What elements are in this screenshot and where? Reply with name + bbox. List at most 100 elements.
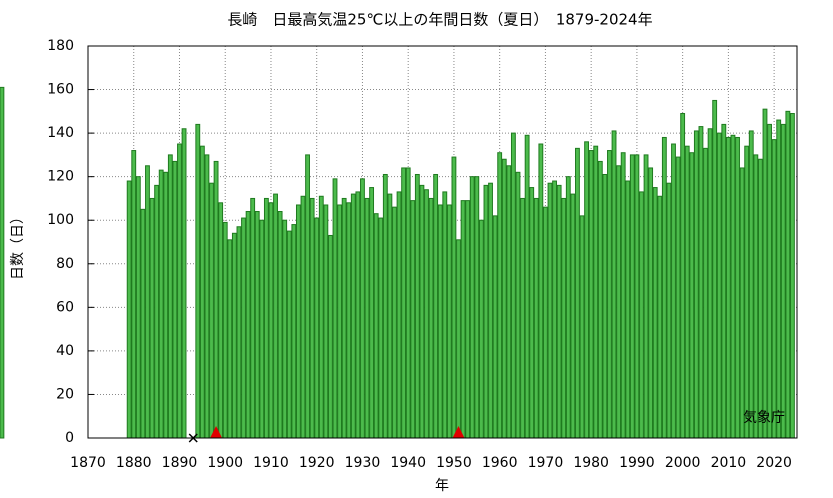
x-tick-label: 1940 [390,455,426,471]
x-tick-label: 1880 [116,455,152,471]
bar [588,150,594,439]
x-tick-label: 1910 [253,455,289,471]
bar [620,152,626,439]
bar [565,176,571,439]
bar [542,206,548,439]
bar [515,171,521,439]
bar [337,204,343,439]
bar [689,152,695,439]
bar [762,108,768,439]
bar [748,130,754,439]
y-tick-label: 180 [47,38,74,54]
y-tick-label: 80 [56,256,74,272]
bar [392,206,397,439]
y-tick-label: 100 [47,212,74,228]
bar [341,197,347,439]
bar [135,176,141,439]
bar [227,239,233,439]
bar [355,191,361,439]
bar [771,139,777,439]
bar [291,224,297,439]
bar [369,187,375,439]
bar [167,154,173,439]
bar [346,202,352,439]
bar [145,165,150,439]
bar [529,187,535,439]
bar [744,145,750,439]
bar [382,173,388,439]
bar [671,143,676,439]
bar [263,197,269,439]
x-tick-label: 1870 [70,455,106,471]
bar [419,184,425,439]
bar [469,176,475,439]
bar [323,204,329,439]
bar [410,200,416,439]
bar [639,191,644,439]
bar [707,128,713,439]
bar [716,132,722,439]
bar [213,160,219,439]
x-tick-label: 1920 [299,455,335,471]
x-tick-label: 2010 [711,455,747,471]
y-tick-label: 0 [65,430,74,446]
bar [520,197,525,439]
bar [579,215,585,439]
bar [570,193,576,439]
bar [314,217,320,439]
change-marker [210,426,223,438]
bar [273,193,278,439]
bar [629,154,635,439]
x-tick-label: 1980 [573,455,609,471]
bar [332,178,338,439]
y-tick-label: 60 [56,299,74,315]
bar [446,204,452,439]
chart-title: 長崎 日最高気温25℃以上の年間日数（夏日） 1879-2024年 [227,11,652,29]
bar [218,202,224,439]
bar [172,160,178,439]
bar [661,136,667,439]
bar [657,195,663,439]
bar [593,145,599,439]
bar [259,219,265,439]
bar [533,197,539,439]
bar [0,86,5,439]
bar [753,154,759,439]
bar [675,156,681,439]
bar [396,191,402,439]
bar [730,134,736,439]
bar [295,204,301,439]
bar [231,232,237,439]
bar [378,217,384,439]
bar [561,197,567,439]
bar [364,197,370,439]
bar [780,123,786,439]
bar [597,160,603,439]
x-tick-label: 1900 [207,455,243,471]
y-tick-label: 40 [56,343,74,359]
x-tick-label: 1950 [436,455,472,471]
bar [350,193,356,439]
bar [282,219,288,439]
bar [488,182,493,439]
bar [451,156,457,439]
bar [712,99,718,439]
y-tick-label: 120 [47,169,74,185]
bar [790,113,795,439]
bar [552,180,557,439]
bar [442,191,448,439]
bar [424,189,429,439]
bar [652,187,658,439]
y-tick-label: 160 [47,82,74,98]
bar [437,204,443,439]
bar [607,150,612,439]
bar [767,123,772,439]
x-tick-label: 2020 [756,455,792,471]
bar [648,167,654,439]
bar [501,158,507,439]
bar [575,147,580,439]
bar [328,234,333,439]
bar [236,226,242,439]
bar [721,123,727,439]
bar [177,143,182,439]
